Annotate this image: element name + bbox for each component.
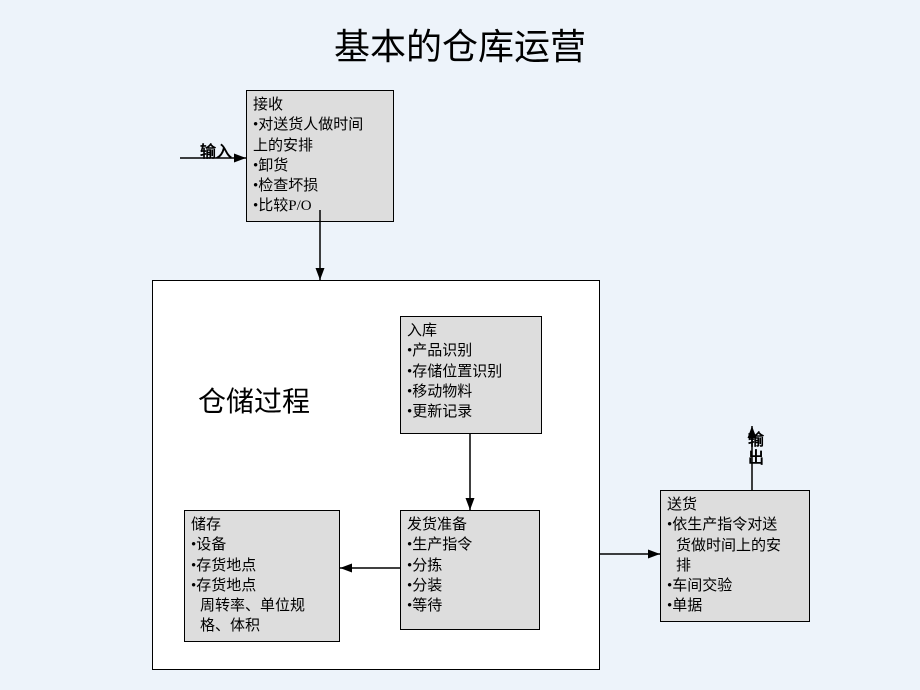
node-ship-item-cont: 排 xyxy=(676,556,803,576)
node-ship: 送货 依生产指令对送货做时间上的安排车间交验单据 xyxy=(660,490,810,622)
input-label: 输入 xyxy=(200,138,232,162)
node-ship-item: 单据 xyxy=(667,596,803,616)
node-putaway-item: 移动物料 xyxy=(407,382,535,402)
node-receive-item: 检查坏损 xyxy=(253,176,387,196)
node-receive-item: 对送货人做时间 xyxy=(253,115,387,135)
node-prep-item: 生产指令 xyxy=(407,535,533,555)
node-ship-items: 依生产指令对送货做时间上的安排车间交验单据 xyxy=(667,515,803,616)
node-receive-items: 对送货人做时间上的安排卸货检查坏损比较P/O xyxy=(253,115,387,216)
node-prep: 发货准备 生产指令分拣分装等待 xyxy=(400,510,540,630)
node-receive-item: 卸货 xyxy=(253,156,387,176)
node-prep-item: 等待 xyxy=(407,596,533,616)
node-storage-items: 设备存货地点存货地点周转率、单位规格、体积 xyxy=(191,535,333,636)
storage-process-label: 仓储过程 xyxy=(198,380,310,420)
node-storage-item: 存货地点 xyxy=(191,576,333,596)
output-label: 输出 xyxy=(748,432,764,467)
node-putaway-title: 入库 xyxy=(407,321,535,341)
node-ship-item: 依生产指令对送 xyxy=(667,515,803,535)
node-storage-item-cont: 周转率、单位规格、体积 xyxy=(200,596,333,637)
node-prep-items: 生产指令分拣分装等待 xyxy=(407,535,533,616)
node-storage-item: 存货地点 xyxy=(191,556,333,576)
node-receive-item: 比较P/O xyxy=(253,196,387,216)
node-putaway-item: 存储位置识别 xyxy=(407,362,535,382)
node-storage-item: 设备 xyxy=(191,535,333,555)
node-storage-title: 储存 xyxy=(191,515,333,535)
node-prep-item: 分拣 xyxy=(407,556,533,576)
node-prep-item: 分装 xyxy=(407,576,533,596)
node-receive-title: 接收 xyxy=(253,95,387,115)
node-ship-item-cont: 货做时间上的安 xyxy=(676,536,803,556)
node-putaway: 入库 产品识别存储位置识别移动物料更新记录 xyxy=(400,316,542,434)
node-storage: 储存 设备存货地点存货地点周转率、单位规格、体积 xyxy=(184,510,340,642)
node-putaway-item: 更新记录 xyxy=(407,402,535,422)
node-ship-item: 车间交验 xyxy=(667,576,803,596)
node-prep-title: 发货准备 xyxy=(407,515,533,535)
diagram-title: 基本的仓库运营 xyxy=(0,18,920,70)
node-ship-title: 送货 xyxy=(667,495,803,515)
node-receive-item-cont: 上的安排 xyxy=(253,136,387,156)
node-putaway-items: 产品识别存储位置识别移动物料更新记录 xyxy=(407,341,535,422)
node-putaway-item: 产品识别 xyxy=(407,341,535,361)
node-receive: 接收 对送货人做时间上的安排卸货检查坏损比较P/O xyxy=(246,90,394,222)
